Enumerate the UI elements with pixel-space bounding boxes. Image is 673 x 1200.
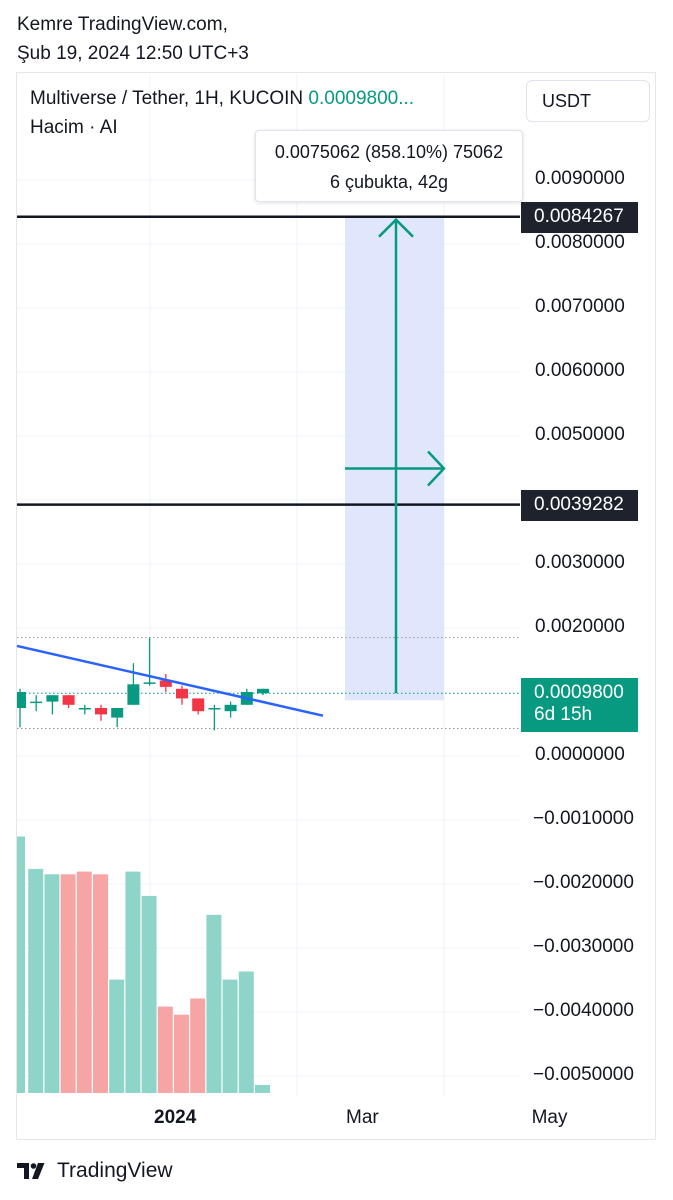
countdown-label: 6d 15h <box>534 704 593 726</box>
y-axis-tick-label: 0.0080000 <box>535 232 625 253</box>
y-axis-tick-label: 0.0060000 <box>535 360 625 381</box>
tradingview-logo: TradingView <box>17 1159 173 1183</box>
vertical-arrow-head <box>378 217 414 238</box>
volume-bar <box>60 874 76 1093</box>
y-axis-tick-label: 0.0090000 <box>535 168 625 189</box>
lower-level-price-tag-value: 0.0039282 <box>534 493 624 515</box>
candle-body <box>192 698 205 712</box>
y-axis-tick-label: 0.0020000 <box>535 616 625 637</box>
current-price-tag-value: 0.0009800 <box>534 682 624 704</box>
volume-bar <box>190 998 206 1093</box>
tradingview-logo-icon <box>17 1163 45 1179</box>
candle-body <box>62 695 75 705</box>
candle-body <box>46 695 59 702</box>
projection-arrows <box>345 217 446 694</box>
y-axis-tick-label: 0.0000000 <box>535 744 625 765</box>
volume-bar <box>222 979 238 1093</box>
trendline-group <box>16 644 324 717</box>
legend-last-price: 0.0009800... <box>308 88 415 109</box>
volume-bar <box>141 895 157 1093</box>
candle-body <box>159 680 172 687</box>
y-axis-tick-label: −0.0030000 <box>533 936 634 957</box>
candle-body <box>111 708 124 718</box>
projection-range-box[interactable] <box>345 216 444 701</box>
volume-bar <box>93 874 108 1093</box>
x-axis-tick-label: Mar <box>346 1107 379 1128</box>
horizontal-levels <box>17 215 520 729</box>
grid-lines <box>17 74 520 1096</box>
volume-bar <box>174 1014 189 1093</box>
candlesticks <box>17 637 269 731</box>
y-axis-tick-label: 0.0030000 <box>535 552 625 573</box>
x-axis-tick-label: May <box>531 1107 568 1128</box>
measure-tooltip-bars: 6 çubukta, 42g <box>329 172 449 192</box>
volume-bar <box>255 1084 270 1093</box>
candle-body <box>208 708 221 710</box>
candle-body <box>224 704 237 712</box>
volume-bar <box>125 871 141 1093</box>
volume-bar <box>28 868 44 1093</box>
volume-bars <box>17 836 270 1093</box>
tradingview-logo-text: TradingView <box>57 1159 173 1182</box>
y-axis-tick-label: −0.0020000 <box>533 872 634 893</box>
lower-level-price-tag: 0.0039282 <box>521 489 638 521</box>
chart-frame <box>16 72 656 1140</box>
currency-button[interactable]: USDT <box>526 80 650 122</box>
candle-body <box>143 682 156 684</box>
candle-body <box>30 701 43 704</box>
horizontal-arrow-head <box>427 450 446 487</box>
y-axis-tick-label: −0.0050000 <box>533 1064 634 1085</box>
upper-level-price-tag: 0.0084267 <box>521 201 638 233</box>
measure-tooltip-change: 0.0075062 (858.10%) 75062 <box>274 142 504 162</box>
y-axis-tick-label: −0.0040000 <box>533 1000 634 1021</box>
candle-body <box>78 708 91 710</box>
candle-body <box>257 688 269 694</box>
candle-body <box>95 708 107 715</box>
volume-bar <box>157 1006 173 1093</box>
trendline <box>16 644 324 717</box>
candle-body <box>176 688 188 699</box>
symbol-title: Multiverse / Tether, 1H, KUCOIN <box>30 88 304 109</box>
volume-bar <box>206 914 222 1093</box>
current-price-tag: 0.0009800 6d 15h <box>521 678 638 733</box>
symbol-legend[interactable]: Multiverse / Tether, 1H, KUCOIN 0.000980… <box>30 88 414 110</box>
upper-level-price-tag-value: 0.0084267 <box>534 205 624 227</box>
y-axis-tick-label: −0.0010000 <box>533 808 634 829</box>
watermark-timestamp: Şub 19, 2024 12:50 UTC+3 <box>17 43 249 64</box>
volume-bar <box>76 871 92 1093</box>
y-axis-tick-label: 0.0070000 <box>535 296 625 317</box>
measure-tooltip: 0.0075062 (858.10%) 75062 6 çubukta, 42g <box>255 130 523 202</box>
watermark-author: Kemre TradingView.com, <box>17 14 228 35</box>
y-axis-tick-label: 0.0050000 <box>535 424 625 445</box>
volume-bar <box>44 874 60 1093</box>
volume-bar <box>238 971 254 1093</box>
volume-bar <box>17 836 25 1093</box>
candle-body <box>127 684 140 705</box>
candle-body <box>17 692 26 708</box>
volume-bar <box>109 979 125 1093</box>
x-axis-tick-label: 2024 <box>154 1107 197 1128</box>
volume-legend[interactable]: Hacim · AI <box>30 117 118 138</box>
